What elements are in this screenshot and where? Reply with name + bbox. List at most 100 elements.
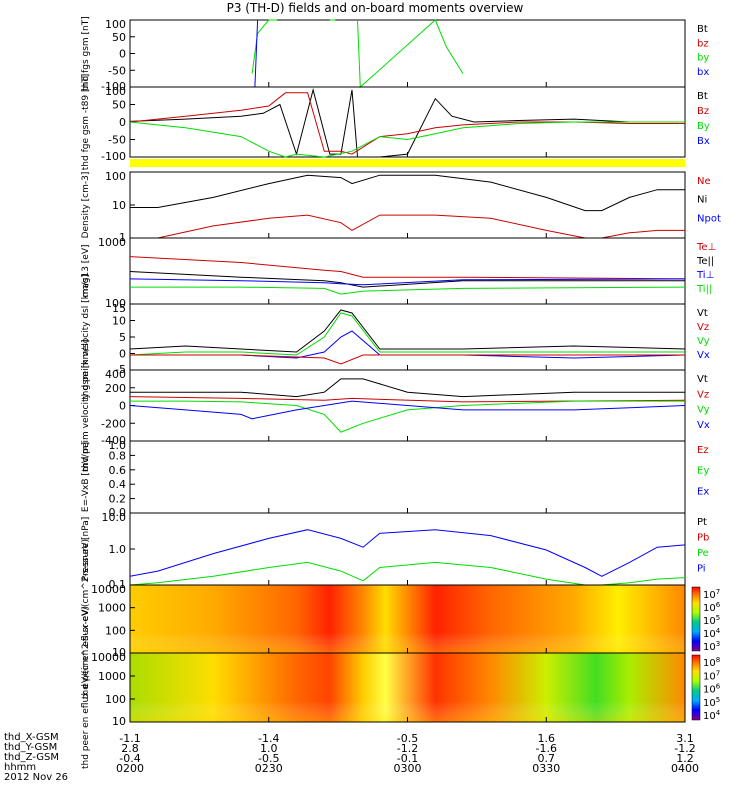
panel-4-legend-1: Te||	[696, 256, 714, 267]
panel-2-ytick-label: -50	[108, 134, 126, 147]
pos-row-2-value: 1.2	[676, 752, 694, 765]
panel-4-ytick-label: 1000	[98, 236, 126, 249]
panel-1-ytick-label: -100	[101, 80, 126, 93]
panel-5-legend-2: Vy	[697, 336, 710, 347]
panel-5-legend-0: Vt	[697, 308, 708, 319]
panel-4-series-Ti||-line	[130, 286, 686, 295]
panel-5-frame	[129, 303, 686, 371]
panel-3-ytick-label: 1	[119, 231, 126, 244]
panel-7-ytick-label: 0.4	[109, 478, 127, 491]
pos-row-2-value: -0.1	[397, 752, 418, 765]
colorbar-10-tick: 108	[703, 656, 720, 669]
panel-2-ytick-label: 0	[119, 116, 126, 129]
colorbar-10	[691, 654, 701, 721]
panel-4-series-Ti⊥-line	[129, 278, 686, 286]
panel-1-frame	[129, 19, 686, 88]
colorbar-9	[691, 586, 701, 652]
pos-row-0-value: -1.1	[119, 732, 140, 745]
panel-5-series-Vy-line	[129, 312, 685, 356]
pos-row-label-z: thd_Z-GSM	[4, 752, 59, 763]
panel-6-ytick-label: 400	[105, 368, 126, 381]
colorbar-9-tick: 107	[703, 588, 720, 601]
panel-10-ylabel: thd peer en eflux eV/(cm^2-s-sr-eV)	[81, 606, 91, 769]
panel-3-legend-2: Npot	[697, 213, 721, 224]
panel-8-legend-0: Pt	[697, 517, 707, 528]
panel-4-frame	[129, 237, 686, 305]
panel-4-legend-2: Ti⊥	[696, 270, 714, 281]
pos-row-0-value: 3.1	[676, 732, 694, 745]
panel-6-ytick-label: 200	[105, 382, 126, 395]
panel-1-legend-0: Bt	[697, 24, 708, 35]
panel-2-series-Bt-line	[129, 87, 685, 158]
colorbar-10-tick: 107	[703, 669, 720, 682]
panel-5-ytick-label: 15	[112, 302, 126, 315]
panel-1-ytick-label: 50	[112, 31, 126, 44]
panel-2-series-By-line	[129, 121, 685, 158]
panel-5-ytick-label: -5	[115, 363, 126, 376]
panel-10-ytick-label: 10	[112, 715, 126, 728]
panel-8-series-Pe-line	[129, 561, 686, 586]
panel-7-legend-1: Ey	[697, 466, 709, 477]
panel-3-series-Ne-line	[130, 214, 685, 239]
panel-10-ytick-label: 1000	[98, 670, 126, 683]
pos-row-1-value: -1.2	[674, 742, 695, 755]
pos-row-2-value: 0.7	[538, 752, 556, 765]
panel-6-legend-0: Vt	[697, 374, 708, 385]
colorbar-10-tick: 104	[703, 709, 721, 722]
pos-row-0-value: -0.5	[397, 732, 418, 745]
panel-6-series-Vt-line	[130, 378, 685, 398]
panel-2-ylabel: thd fge gsm -t89 [nT]	[81, 74, 91, 170]
pos-row-1-value: 1.0	[260, 742, 278, 755]
colorbar-9-tick: 106	[703, 601, 721, 614]
panel-1-legend-3: bx	[697, 67, 709, 78]
colorbar-10-tick: 106	[703, 683, 721, 696]
panel-5-legend-3: Vx	[697, 350, 710, 361]
pos-row-0-value: 1.6	[538, 732, 556, 745]
pos-row-3-value: 0300	[394, 762, 422, 775]
panel-7-ytick-label: 0.2	[109, 493, 127, 506]
pos-row-3-value: 0330	[532, 762, 560, 775]
panel-9-ylabel: thd peir en eflux eV/(cm^2-s-sr-eV)	[81, 539, 91, 699]
panel-6-series-Vy-line	[130, 400, 685, 433]
panel-5-series-Vx-line	[130, 330, 686, 359]
panel-6-legend-1: Vz	[697, 389, 709, 400]
pos-row-0-value: -1.4	[258, 732, 279, 745]
panel-7-legend-2: Ex	[697, 486, 709, 497]
pos-row-1-value: -1.6	[536, 742, 557, 755]
panel-3-frame	[129, 171, 686, 239]
panel-2-legend-0: Bt	[697, 91, 708, 102]
panel-10-ytick-label: 10000	[91, 651, 126, 664]
heatmap-9-shade	[130, 585, 685, 653]
panel-5-legend-1: Vz	[697, 322, 709, 333]
panel-7-ytick-label: 0.8	[109, 449, 127, 462]
panel-8-legend-1: Pb	[697, 533, 709, 544]
panel-6-legend-2: Vy	[697, 405, 710, 416]
pos-row-2-value: -0.4	[119, 752, 140, 765]
pos-row-3-value: 0200	[116, 762, 144, 775]
pos-row-label-y: thd_Y-GSM	[4, 742, 58, 753]
panel-10-ytick-label: 100	[105, 693, 126, 706]
panel-1-series-by-line	[357, 19, 464, 89]
colorbar-9-tick: 105	[703, 614, 720, 627]
panel-4-ylabel: mag13 [eV]	[81, 244, 91, 297]
panel-1-legend-1: bz	[697, 38, 709, 49]
panel-7-legend-0: Ez	[697, 445, 709, 456]
panel-3-legend-0: Ne	[697, 176, 711, 187]
panel-8-ylabel: Pressure [nPa]	[81, 517, 91, 582]
panel-8-ytick-label: 1.0	[109, 543, 127, 556]
panel-7-ytick-label: 1.0	[109, 439, 127, 452]
panel-6-series-Vz-line	[129, 396, 686, 403]
pos-row-label-hhmm: hhmm	[4, 762, 37, 773]
panel-5-ytick-label: 0	[119, 348, 126, 361]
panel-1-ytick-label: 0	[119, 48, 126, 61]
panel-6-ytick-label: 0	[119, 400, 126, 413]
pos-row-1-value: 2.8	[121, 742, 139, 755]
panel-4-series-Te||-line	[129, 271, 685, 288]
panel-5-ylabel: thd peim velocity dsl [km/s]	[81, 274, 91, 400]
pos-row-1-value: -1.2	[397, 742, 418, 755]
panel-9-ytick-label: 1000	[98, 602, 126, 615]
panel-6-ytick-label: -200	[101, 417, 126, 430]
panel-2-legend-2: By	[697, 121, 710, 132]
panel-3-series-Ni-line	[130, 174, 685, 212]
panel-2-ytick-label: -100	[101, 150, 126, 163]
